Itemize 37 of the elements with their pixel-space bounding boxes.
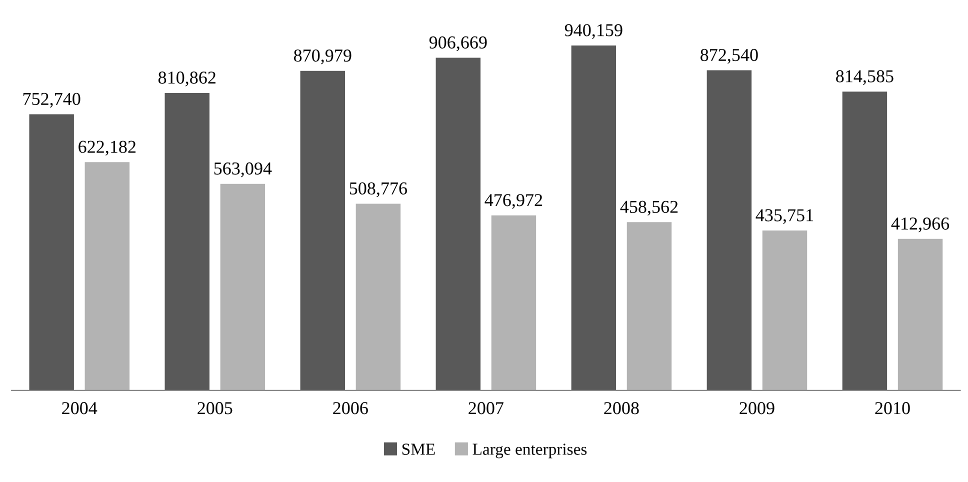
data-label: 814,585 — [836, 70, 894, 85]
bar — [164, 92, 210, 390]
bar — [762, 230, 808, 390]
bar — [706, 70, 752, 390]
bar — [842, 92, 888, 390]
x-tick-label: 2010 — [875, 402, 910, 414]
data-label: 940,159 — [564, 24, 622, 39]
data-label: 752,740 — [23, 92, 80, 108]
data-label: 458,562 — [620, 200, 678, 216]
x-tick-label: 2009 — [740, 402, 774, 414]
bar — [84, 162, 130, 390]
data-label: 906,669 — [429, 36, 487, 52]
data-label: 872,540 — [700, 48, 758, 64]
bar — [356, 204, 401, 390]
bar — [898, 238, 943, 390]
data-label: 435,751 — [756, 209, 814, 224]
bar — [29, 114, 74, 390]
x-tick-label: 2007 — [468, 402, 504, 414]
data-label: 412,966 — [891, 218, 950, 232]
x-tick-label: 2008 — [604, 402, 639, 414]
data-label: 870,979 — [294, 49, 352, 64]
x-tick-label: 2004 — [62, 402, 98, 414]
x-tick-label: 2006 — [333, 402, 368, 414]
bar — [491, 215, 536, 390]
bar — [436, 58, 481, 390]
data-label: 508,776 — [350, 182, 407, 198]
bar — [626, 222, 672, 390]
data-label: 810,862 — [158, 72, 216, 86]
legend-label: SME — [402, 444, 435, 455]
data-label: 476,972 — [484, 194, 542, 209]
x-tick-label: 2005 — [198, 402, 232, 414]
data-label: 622,182 — [78, 140, 136, 156]
legend-label: Large enterprises — [472, 444, 587, 458]
data-label: 563,094 — [214, 162, 272, 178]
bar — [220, 184, 266, 390]
bar — [571, 46, 616, 390]
bar — [300, 70, 345, 390]
